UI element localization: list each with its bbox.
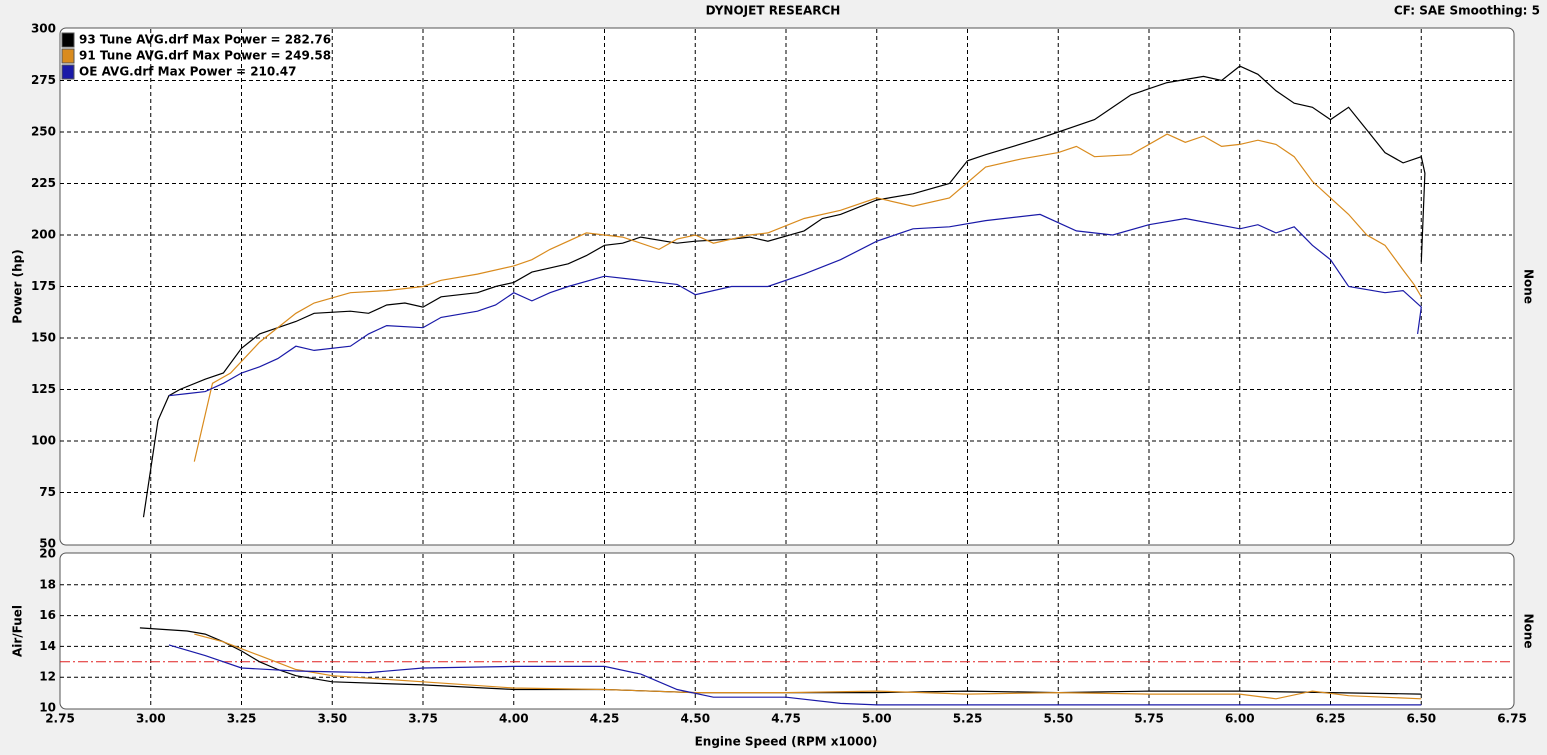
legend-entry: 91 Tune AVG.drf Max Power = 249.58 bbox=[79, 49, 331, 63]
legend-entry: OE AVG.drf Max Power = 210.47 bbox=[79, 65, 297, 79]
legend-entry: 93 Tune AVG.drf Max Power = 282.76 bbox=[79, 33, 331, 47]
y-tick-label: 50 bbox=[39, 537, 56, 551]
legend-swatch bbox=[61, 64, 75, 80]
x-tick-label: 3.50 bbox=[317, 712, 347, 726]
y-tick-label: 225 bbox=[31, 176, 56, 190]
y-axis-label: Power (hp) bbox=[11, 249, 25, 323]
y-tick-label: 150 bbox=[31, 331, 56, 345]
series-line bbox=[168, 213, 1422, 397]
x-tick-label: 3.25 bbox=[227, 712, 257, 726]
x-tick-label: 4.00 bbox=[499, 712, 529, 726]
y-axis-label: Air/Fuel bbox=[11, 605, 25, 657]
x-tick-label: 4.75 bbox=[771, 712, 801, 726]
y-tick-label: 275 bbox=[31, 73, 56, 87]
y-tick-label: 10 bbox=[39, 701, 56, 715]
y-tick-label: 12 bbox=[39, 670, 56, 684]
x-tick-label: 5.25 bbox=[953, 712, 983, 726]
y-tick-label: 18 bbox=[39, 577, 56, 591]
afr-panel bbox=[59, 552, 1515, 710]
chart-title: DYNOJET RESEARCH bbox=[706, 4, 841, 18]
x-tick-label: 3.75 bbox=[408, 712, 438, 726]
series-line bbox=[194, 633, 1422, 700]
x-tick-label: 2.75 bbox=[45, 712, 75, 726]
series-line bbox=[193, 133, 1422, 462]
x-tick-label: 5.75 bbox=[1134, 712, 1164, 726]
x-tick-label: 5.00 bbox=[862, 712, 892, 726]
y-tick-label: 20 bbox=[39, 547, 56, 561]
x-tick-label: 6.75 bbox=[1497, 712, 1527, 726]
x-tick-label: 3.00 bbox=[136, 712, 166, 726]
series-line bbox=[139, 627, 1422, 695]
y-tick-label: 250 bbox=[31, 125, 56, 139]
x-axis-label: Engine Speed (RPM x1000) bbox=[695, 735, 878, 749]
x-tick-label: 6.00 bbox=[1225, 712, 1255, 726]
y-tick-label: 200 bbox=[31, 228, 56, 242]
y-tick-label: 100 bbox=[31, 434, 56, 448]
legend-swatch bbox=[61, 48, 75, 64]
settings: CF: SAE Smoothing: 5 bbox=[1394, 4, 1540, 18]
series-line bbox=[142, 65, 1426, 518]
x-tick-label: 5.50 bbox=[1043, 712, 1073, 726]
series-line bbox=[168, 644, 1422, 706]
y-tick-label: 175 bbox=[31, 279, 56, 293]
x-tick-label: 4.25 bbox=[590, 712, 620, 726]
y-tick-label: 125 bbox=[31, 382, 56, 396]
legend-swatch bbox=[61, 32, 75, 48]
y-tick-label: 75 bbox=[39, 485, 56, 499]
right-label: None bbox=[1522, 269, 1536, 304]
y-tick-label: 300 bbox=[31, 22, 56, 36]
x-tick-label: 4.50 bbox=[680, 712, 710, 726]
x-tick-label: 6.25 bbox=[1316, 712, 1346, 726]
y-tick-label: 14 bbox=[39, 639, 56, 653]
right-label: None bbox=[1522, 614, 1536, 649]
y-tick-label: 16 bbox=[39, 608, 56, 622]
x-tick-label: 6.50 bbox=[1406, 712, 1436, 726]
